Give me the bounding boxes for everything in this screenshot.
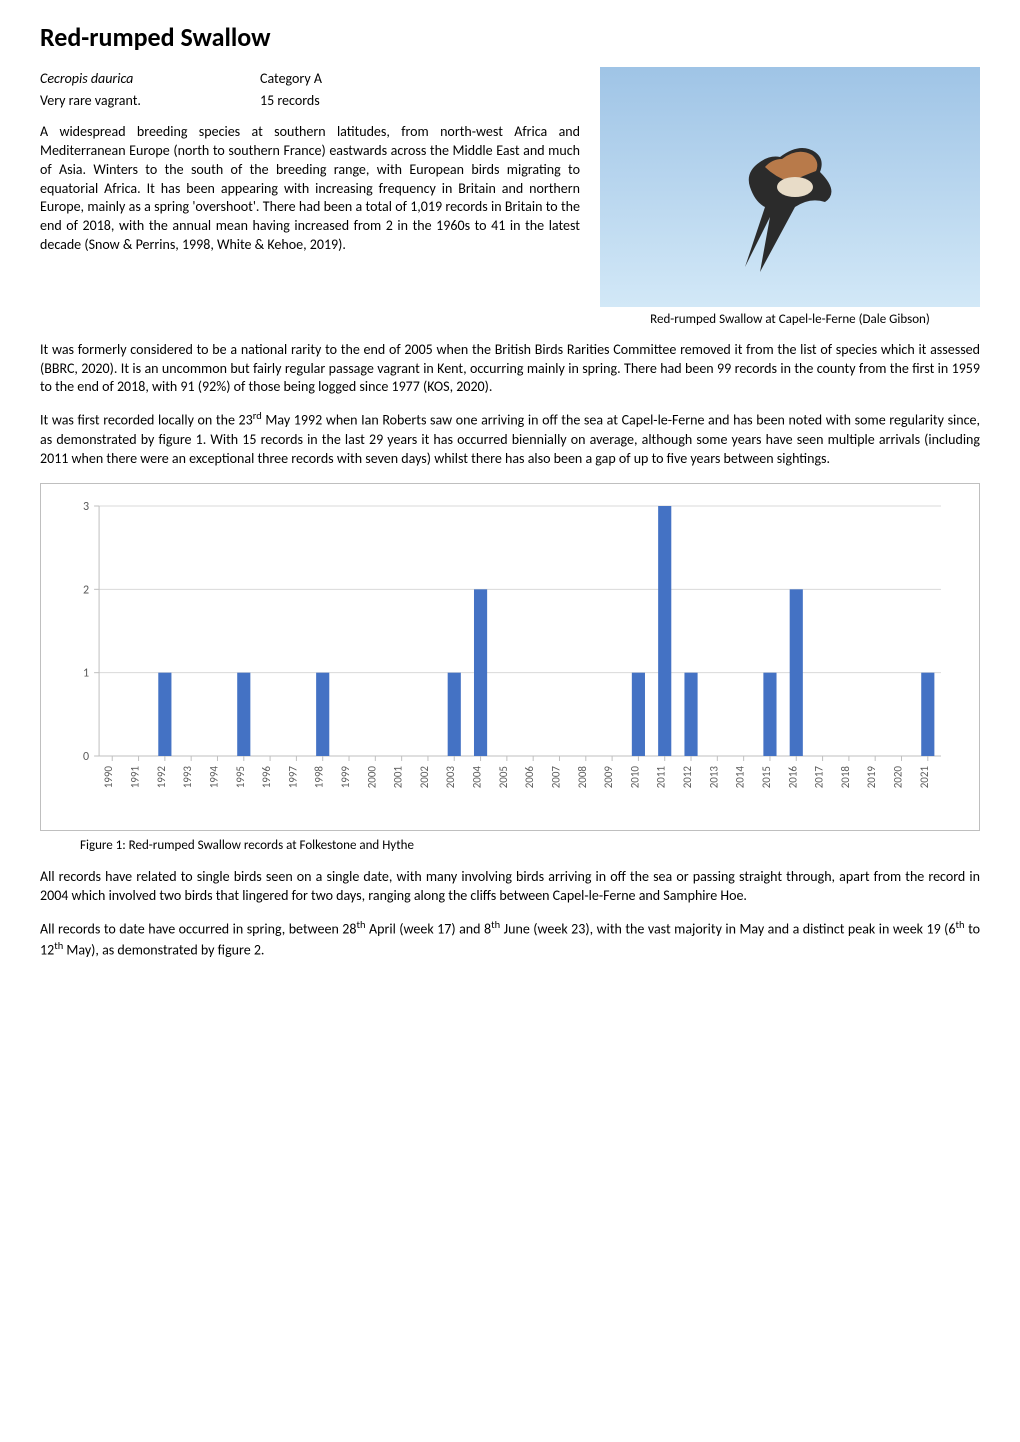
bar-1992 (158, 672, 171, 755)
p3-pre: It was first recorded locally on the 23 (40, 412, 253, 429)
svg-text:2014: 2014 (734, 765, 747, 788)
swallow-illustration (600, 67, 980, 307)
svg-text:1998: 1998 (313, 765, 326, 788)
svg-text:2011: 2011 (655, 765, 668, 788)
swallow-photo (600, 67, 980, 307)
svg-text:0: 0 (83, 750, 89, 764)
svg-text:2013: 2013 (707, 765, 720, 788)
p5-e: May), as demonstrated by figure 2. (63, 942, 264, 959)
p3-sup: rd (253, 409, 262, 422)
bar-2015 (763, 672, 776, 755)
svg-text:1991: 1991 (129, 765, 142, 788)
p5-a-sup: th (356, 918, 365, 931)
svg-text:2016: 2016 (786, 765, 799, 788)
svg-text:2006: 2006 (523, 765, 536, 788)
top-section: Cecropis daurica Category A Very rare va… (40, 67, 980, 329)
p5-a: All records to date have occurred in spr… (40, 921, 356, 938)
svg-text:1993: 1993 (181, 765, 194, 788)
svg-text:2004: 2004 (471, 765, 484, 788)
svg-text:2012: 2012 (681, 765, 694, 788)
svg-text:3: 3 (83, 500, 89, 514)
paragraph-2: It was formerly considered to be a natio… (40, 341, 980, 398)
paragraph-3: It was first recorded locally on the 23r… (40, 409, 980, 468)
meta-row-scientific: Cecropis daurica Category A (40, 70, 580, 89)
records-label: 15 records (260, 92, 320, 111)
svg-text:1995: 1995 (234, 766, 247, 788)
svg-text:2010: 2010 (628, 765, 641, 788)
p5-b: April (week 17) and 8 (366, 921, 492, 938)
svg-text:2005: 2005 (497, 766, 510, 788)
left-column: Cecropis daurica Category A Very rare va… (40, 67, 580, 267)
bar-1998 (316, 672, 329, 755)
svg-text:2021: 2021 (918, 765, 931, 788)
svg-text:2008: 2008 (576, 765, 589, 788)
svg-text:2018: 2018 (839, 765, 852, 788)
scientific-name: Cecropis daurica (40, 70, 260, 89)
photo-caption: Red-rumped Swallow at Capel-le-Ferne (Da… (600, 311, 980, 329)
bar-2003 (448, 672, 461, 755)
right-column: Red-rumped Swallow at Capel-le-Ferne (Da… (600, 67, 980, 329)
svg-text:2017: 2017 (813, 765, 826, 788)
svg-text:2009: 2009 (602, 765, 615, 788)
svg-text:2020: 2020 (891, 765, 904, 788)
svg-text:2001: 2001 (392, 765, 405, 788)
bar-2021 (921, 672, 934, 755)
svg-text:1: 1 (83, 666, 89, 680)
bar-2016 (790, 589, 803, 756)
paragraph-4: All records have related to single birds… (40, 868, 980, 906)
bar-2004 (474, 589, 487, 756)
bar-2011 (658, 506, 671, 756)
records-bar-chart: 0 1 2 3 1990 1991 1992 1993 1994 1995 1996 1997 1998… (59, 496, 961, 816)
svg-text:2003: 2003 (444, 765, 457, 788)
chart-container: 0 1 2 3 1990 1991 1992 1993 1994 1995 1996 1997 1998… (40, 483, 980, 831)
p5-b-sup: th (491, 918, 500, 931)
bar-1995 (237, 672, 250, 755)
figure-1-caption: Figure 1: Red-rumped Swallow records at … (80, 837, 980, 855)
svg-text:1997: 1997 (286, 765, 299, 788)
meta-row-status: Very rare vagrant. 15 records (40, 92, 580, 111)
p5-c: June (week 23), with the vast majority i… (500, 921, 955, 938)
svg-text:2019: 2019 (865, 765, 878, 788)
intro-paragraph: A widespread breeding species at souther… (40, 123, 580, 255)
category-label: Category A (260, 70, 322, 89)
status-label: Very rare vagrant. (40, 92, 260, 111)
svg-text:1992: 1992 (155, 765, 168, 788)
svg-text:2000: 2000 (365, 765, 378, 788)
svg-text:2002: 2002 (418, 765, 431, 788)
page-title: Red-rumped Swallow (40, 20, 980, 55)
svg-text:1994: 1994 (207, 765, 220, 788)
p5-c-sup: th (956, 918, 965, 931)
bar-2012 (684, 672, 697, 755)
p5-d-sup: th (54, 939, 63, 952)
svg-text:1999: 1999 (339, 765, 352, 788)
svg-text:2015: 2015 (760, 766, 773, 788)
svg-text:2007: 2007 (549, 765, 562, 788)
paragraph-5: All records to date have occurred in spr… (40, 918, 980, 961)
svg-text:1996: 1996 (260, 765, 273, 788)
bar-2010 (632, 672, 645, 755)
svg-text:2: 2 (83, 583, 89, 597)
svg-text:1990: 1990 (102, 765, 115, 788)
